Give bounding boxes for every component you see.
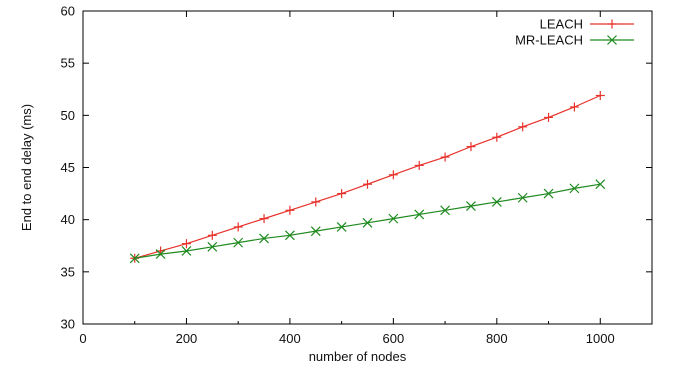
legend-label: MR-LEACH xyxy=(515,33,583,48)
y-tick-label: 30 xyxy=(61,317,75,332)
data-point-mr-leach xyxy=(207,241,218,252)
x-tick-label: 800 xyxy=(486,331,508,346)
data-point-mr-leach xyxy=(517,192,528,203)
data-point-mr-leach xyxy=(233,237,244,248)
x-tick-label: 400 xyxy=(279,331,301,346)
data-point-mr-leach xyxy=(543,188,554,199)
data-point-mr-leach xyxy=(336,222,347,232)
y-tick-label: 50 xyxy=(61,108,75,123)
data-point-mr-leach xyxy=(491,197,502,207)
legend-marker-mr-leach xyxy=(607,35,617,45)
y-tick-label: 55 xyxy=(61,56,75,71)
x-tick-label: 200 xyxy=(176,331,198,346)
x-tick-label: 1000 xyxy=(586,331,615,346)
legend-label: LEACH xyxy=(540,17,583,32)
y-axis-title: End to end delay (ms) xyxy=(19,104,34,231)
y-tick-label: 60 xyxy=(61,4,75,19)
y-tick-label: 35 xyxy=(61,264,75,279)
data-point-mr-leach xyxy=(129,253,140,264)
x-axis-title: number of nodes xyxy=(309,349,407,364)
y-tick-label: 45 xyxy=(61,160,75,175)
x-tick-label: 0 xyxy=(79,331,86,346)
legend-item-mr-leach: MR-LEACH xyxy=(515,33,634,48)
data-point-mr-leach xyxy=(155,249,166,260)
x-tick-label: 600 xyxy=(383,331,405,346)
series-leach xyxy=(130,91,605,263)
data-point-mr-leach xyxy=(362,217,373,228)
y-tick-label: 40 xyxy=(61,212,75,227)
data-point-mr-leach xyxy=(181,246,192,256)
data-point-mr-leach xyxy=(466,201,476,212)
data-point-mr-leach xyxy=(310,226,321,237)
data-point-mr-leach xyxy=(440,205,451,216)
data-point-mr-leach xyxy=(259,233,269,244)
plot-frame xyxy=(82,10,653,325)
data-point-mr-leach xyxy=(569,183,580,194)
series-mr-leach xyxy=(129,179,606,264)
data-point-mr-leach xyxy=(284,230,295,241)
data-point-mr-leach xyxy=(388,213,399,224)
series-line-mr-leach xyxy=(134,183,601,259)
data-point-mr-leach xyxy=(595,179,606,190)
legend-item-leach: LEACH xyxy=(540,17,634,32)
data-point-mr-leach xyxy=(414,209,425,220)
series-line-leach xyxy=(134,94,601,259)
